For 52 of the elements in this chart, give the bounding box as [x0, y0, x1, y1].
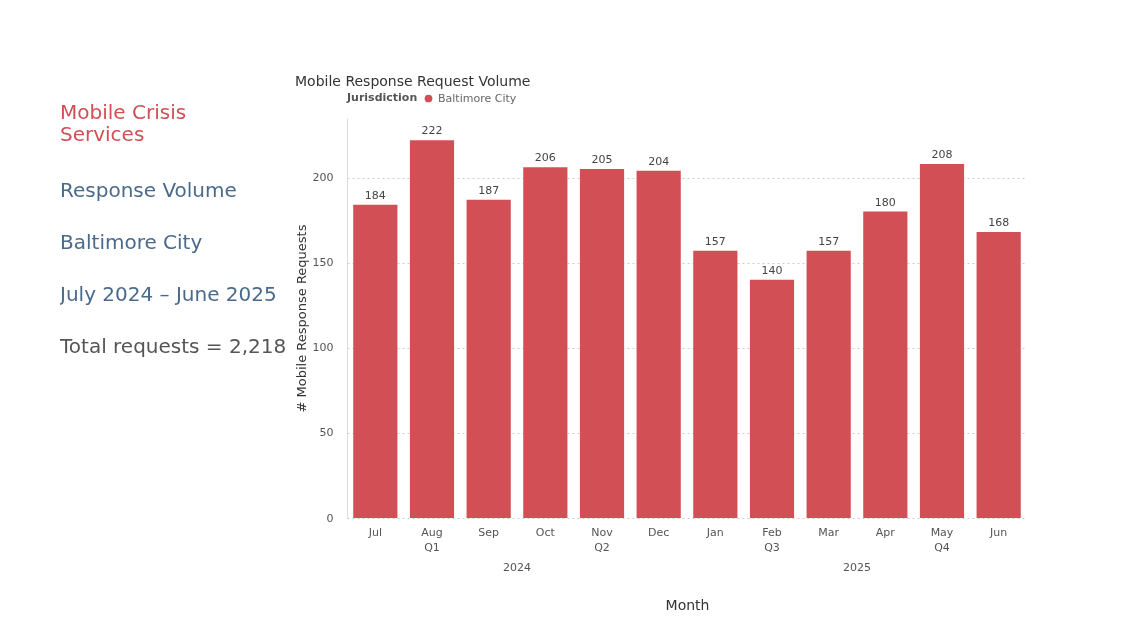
bar	[693, 250, 738, 518]
x-tick-label: Oct	[535, 525, 556, 539]
x-tick-label: Nov Q2	[591, 525, 614, 554]
x-tick-label: Sep	[478, 525, 500, 539]
bar	[579, 169, 625, 518]
x-tick-label: Apr	[875, 525, 896, 539]
y-tick-label: 0	[326, 511, 334, 525]
x-tick-label: Jul	[367, 525, 382, 539]
bar	[636, 170, 681, 518]
x-tick-label: Aug Q1	[421, 525, 443, 554]
y-tick-label: 150	[312, 256, 334, 270]
text: 2025	[843, 561, 871, 574]
text: Total requests = 2,218	[59, 334, 287, 358]
text: 2024	[503, 561, 531, 574]
bar	[523, 167, 568, 518]
x-tick-label: Jan	[705, 525, 724, 539]
x-tick-label: Jun	[989, 525, 1008, 539]
data-label: 140	[761, 263, 783, 277]
chart-title: Mobile Response Request Volume	[295, 73, 531, 89]
data-label: 168	[988, 216, 1010, 230]
y-axis-title: # Mobile Response Requests	[293, 224, 309, 413]
x-tick-label: May Q4	[930, 525, 954, 554]
bar	[749, 279, 795, 518]
text: Mobile Crisis Services	[60, 100, 187, 146]
data-label: 180	[874, 195, 896, 209]
x-tick-label: Dec	[648, 525, 670, 539]
data-label: 187	[478, 183, 500, 197]
y-tick-label: 100	[312, 341, 334, 355]
bar	[919, 163, 965, 518]
data-label: 204	[648, 154, 670, 168]
x-tick-label: Feb Q3	[762, 525, 782, 554]
x-tick-label: Mar	[818, 525, 840, 539]
data-label: 206	[534, 151, 556, 165]
data-label: 222	[421, 124, 443, 138]
text: Response Volume	[60, 178, 237, 202]
text: Baltimore City	[60, 230, 203, 254]
legend-label: Baltimore City	[438, 91, 517, 105]
data-label: 184	[364, 188, 386, 202]
legend-title: Jurisdiction	[346, 91, 418, 104]
bar	[466, 199, 511, 518]
bar	[409, 140, 455, 518]
x-axis-title: Month	[665, 596, 710, 613]
bar	[806, 250, 851, 518]
data-label: 208	[931, 147, 953, 161]
bar	[863, 211, 908, 518]
bar	[976, 232, 1021, 518]
data-label: 205	[591, 153, 613, 167]
y-tick-label: 50	[319, 426, 334, 440]
y-tick-label: 200	[312, 171, 334, 185]
data-label: 157	[818, 234, 840, 248]
data-label: 157	[704, 234, 726, 248]
bar	[353, 204, 398, 518]
